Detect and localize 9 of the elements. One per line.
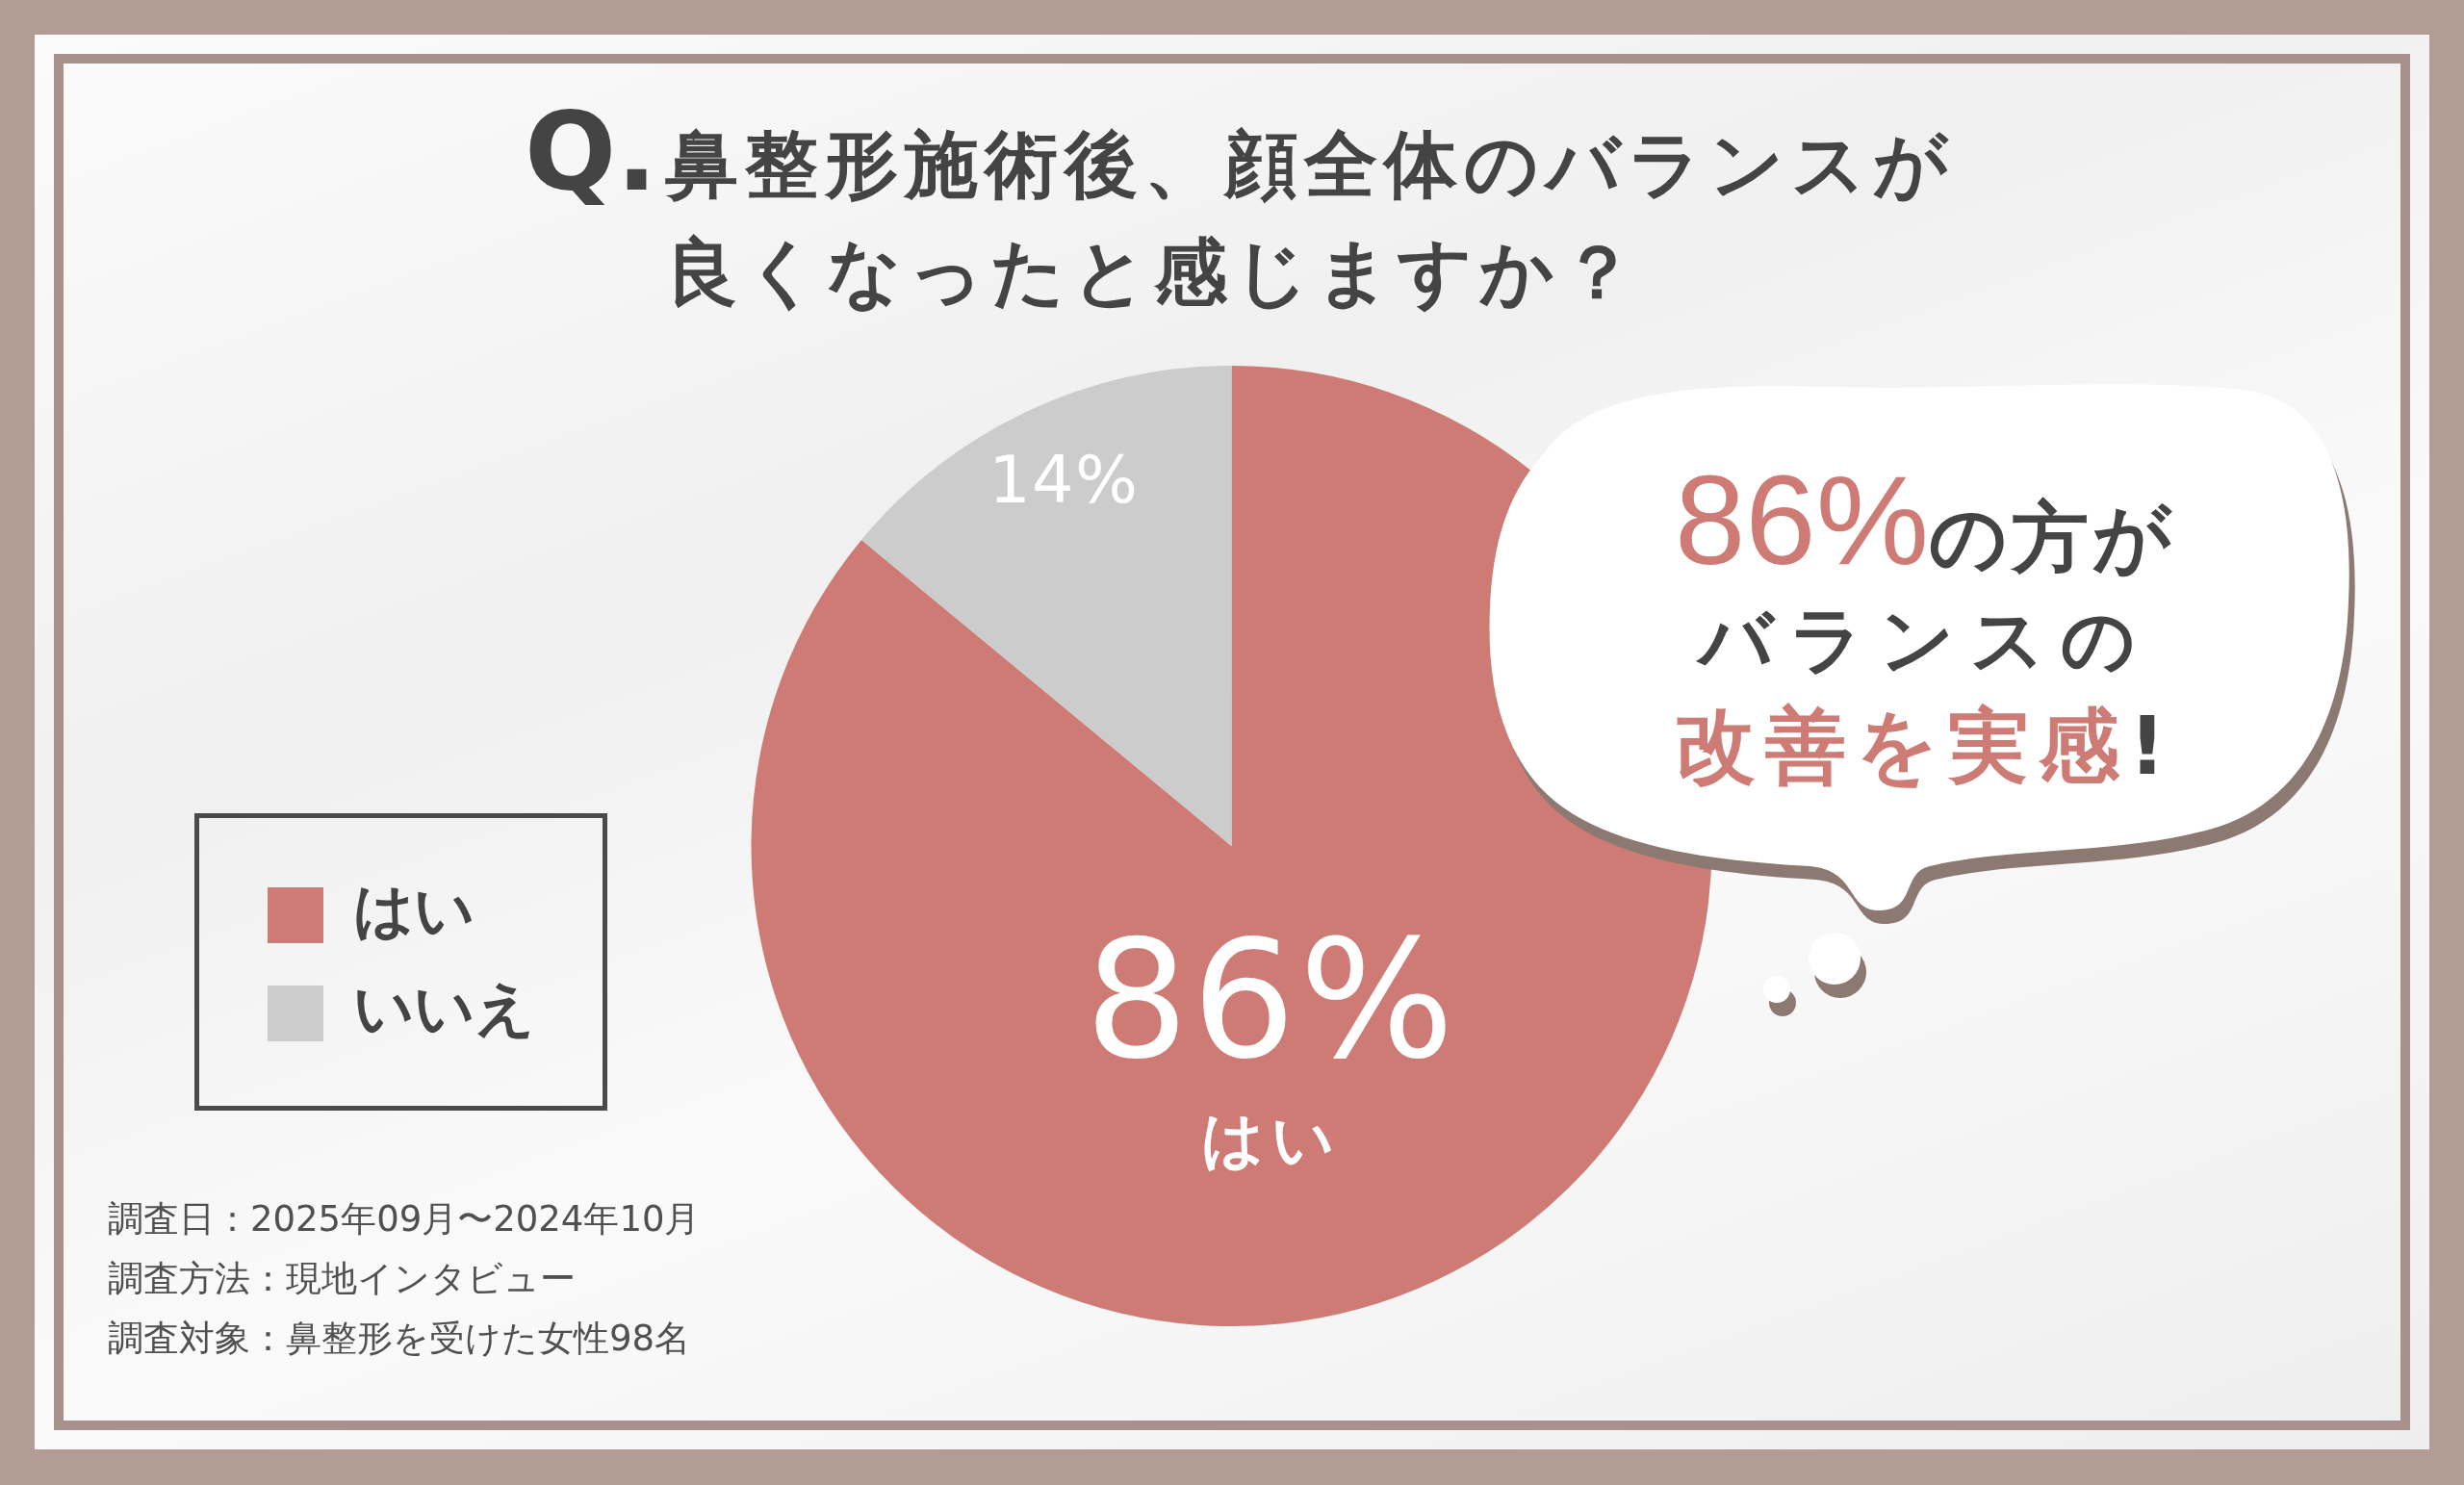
text: 調査対象：鼻整形を受けた女性98名 bbox=[108, 1317, 692, 1361]
legend-label: はい bbox=[353, 875, 475, 946]
text: 調査方法：現地インタビュー bbox=[108, 1257, 577, 1301]
text: 86%の方が bbox=[1674, 449, 2176, 591]
data-label: 86% はい bbox=[1085, 906, 1458, 1175]
text: 改善を実感! bbox=[1674, 699, 2176, 793]
chart-title: Q.鼻整形施術後、顔全体のバランスが良くなったと感じますか？ bbox=[525, 90, 1956, 317]
text: 調査日：2025年09月〜2024年10月 bbox=[108, 1197, 701, 1242]
legend-label: いいえ bbox=[353, 973, 535, 1044]
